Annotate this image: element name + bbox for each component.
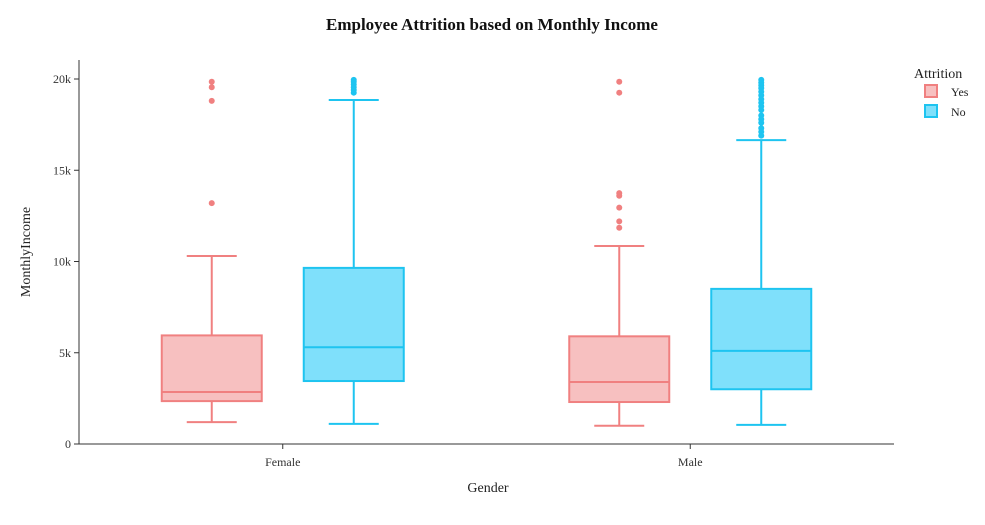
legend-label-yes: Yes (951, 85, 969, 99)
y-axis-label: MonthlyIncome (19, 207, 34, 297)
outlier-point (616, 78, 623, 85)
box-yes-female (160, 78, 263, 424)
y-tick-label: 10k (53, 255, 71, 269)
legend-item-no[interactable]: No (924, 104, 966, 119)
y-tick-label: 0 (65, 437, 71, 451)
outlier-point (758, 76, 765, 83)
outlier-point (208, 84, 215, 91)
outlier-point (208, 97, 215, 104)
y-tick-label: 15k (53, 163, 71, 177)
outlier-point (758, 125, 765, 132)
iqr-box (160, 334, 263, 403)
outlier-point (208, 200, 215, 207)
box-series-group (160, 76, 813, 427)
y-axis-ticks: 0 5k 10k 15k 20k (53, 72, 79, 451)
iqr-box (710, 287, 813, 391)
legend-swatch-yes (924, 84, 938, 98)
x-axis-ticks: Female Male (265, 444, 703, 469)
x-axis-label: Gender (467, 481, 509, 496)
outlier-point (616, 218, 623, 225)
outlier-point (350, 76, 357, 83)
iqr-box (568, 335, 671, 404)
legend-item-yes[interactable]: Yes (924, 84, 969, 99)
box-yes-male (568, 78, 671, 427)
outlier-point (616, 224, 623, 231)
outlier-point (616, 190, 623, 197)
outlier-point (758, 112, 765, 119)
outlier-point (208, 78, 215, 85)
x-tick-label: Female (265, 455, 300, 469)
y-tick-label: 5k (59, 346, 71, 360)
y-tick-label: 20k (53, 72, 71, 86)
x-tick-label: Male (678, 455, 703, 469)
chart-title: Employee Attrition based on Monthly Inco… (326, 15, 658, 34)
legend-label-no: No (951, 105, 966, 119)
box-no-male (710, 76, 813, 426)
legend-title: Attrition (914, 67, 962, 82)
legend-swatch-no (924, 104, 938, 118)
box-no-female (302, 76, 405, 425)
outlier-point (616, 204, 623, 211)
legend[interactable]: Attrition Yes No (914, 67, 969, 119)
iqr-box (302, 266, 405, 383)
outlier-point (616, 89, 623, 96)
